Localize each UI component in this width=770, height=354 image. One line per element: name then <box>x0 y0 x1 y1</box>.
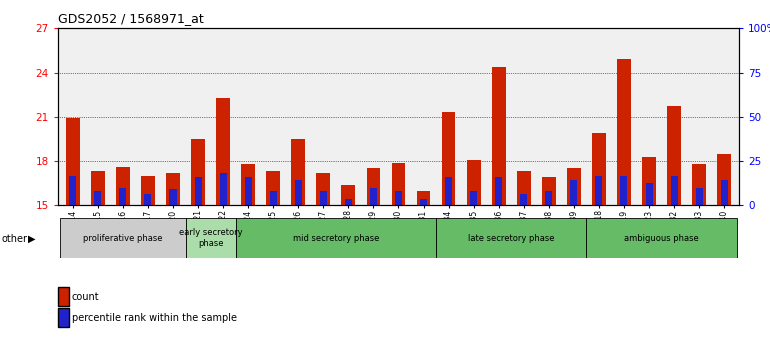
Bar <box>236 218 436 258</box>
Bar <box>245 177 252 205</box>
Bar <box>545 190 552 205</box>
Bar <box>495 177 502 205</box>
Bar <box>587 218 737 258</box>
Bar <box>270 190 276 205</box>
Text: GDS2052 / 1568971_at: GDS2052 / 1568971_at <box>58 12 203 25</box>
Bar <box>216 98 230 205</box>
Bar <box>145 194 152 205</box>
Bar <box>567 169 581 205</box>
Bar <box>66 118 79 205</box>
Bar <box>467 160 480 205</box>
Bar <box>592 133 606 205</box>
Bar <box>718 154 731 205</box>
Bar <box>316 173 330 205</box>
Bar <box>417 190 430 205</box>
Bar <box>445 177 452 205</box>
Bar <box>420 199 427 205</box>
Bar <box>617 59 631 205</box>
Bar <box>191 139 205 205</box>
Bar <box>116 167 130 205</box>
Bar <box>571 180 578 205</box>
Bar <box>320 190 326 205</box>
Bar <box>186 218 236 258</box>
Bar <box>95 190 102 205</box>
Bar <box>642 157 656 205</box>
Bar <box>671 176 678 205</box>
Text: ambiguous phase: ambiguous phase <box>624 234 699 242</box>
Bar <box>692 164 706 205</box>
Bar <box>69 176 76 205</box>
Text: late secretory phase: late secretory phase <box>468 234 554 242</box>
Bar <box>91 171 105 205</box>
Bar <box>667 107 681 205</box>
Bar <box>345 199 352 205</box>
Bar <box>595 176 602 205</box>
Bar <box>521 194 527 205</box>
Bar <box>266 171 280 205</box>
Bar <box>291 139 305 205</box>
Text: percentile rank within the sample: percentile rank within the sample <box>72 313 236 323</box>
Text: mid secretory phase: mid secretory phase <box>293 234 379 242</box>
Bar <box>492 67 506 205</box>
Bar <box>341 185 355 205</box>
Bar <box>60 218 186 258</box>
Text: count: count <box>72 292 99 302</box>
Bar <box>169 189 176 205</box>
Bar <box>517 171 531 205</box>
Text: proliferative phase: proliferative phase <box>83 234 162 242</box>
Bar <box>392 162 405 205</box>
Bar <box>542 177 556 205</box>
Text: early secretory
phase: early secretory phase <box>179 228 243 248</box>
Bar <box>367 169 380 205</box>
Bar <box>442 113 456 205</box>
Bar <box>645 183 652 205</box>
Bar <box>241 164 255 205</box>
Text: other: other <box>2 234 28 244</box>
Bar <box>166 173 180 205</box>
Bar <box>721 180 728 205</box>
Text: ▶: ▶ <box>28 234 35 244</box>
Bar <box>621 176 628 205</box>
Bar <box>219 173 226 205</box>
Bar <box>141 176 155 205</box>
Bar <box>370 188 377 205</box>
Bar <box>295 180 302 205</box>
Bar <box>695 188 702 205</box>
Bar <box>119 188 126 205</box>
Bar <box>470 190 477 205</box>
Bar <box>195 177 202 205</box>
Bar <box>395 190 402 205</box>
Bar <box>436 218 587 258</box>
